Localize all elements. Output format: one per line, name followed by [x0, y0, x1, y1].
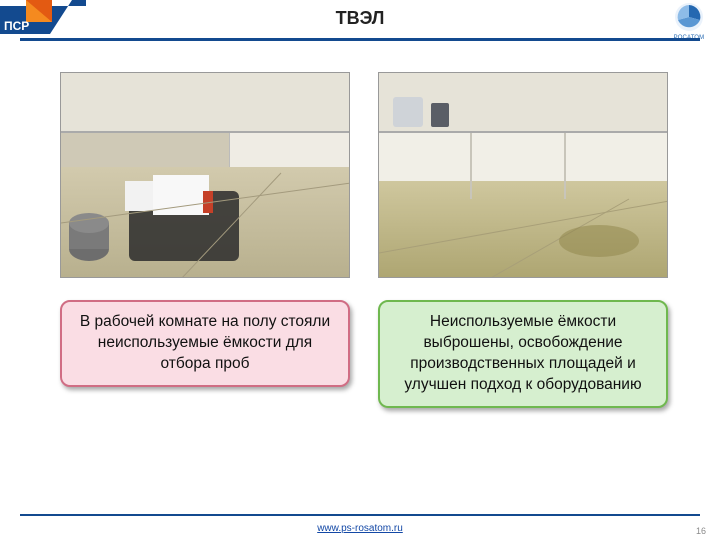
- logo-right: РОСАТОМ: [672, 2, 706, 41]
- caption-after: Неиспользуемые ёмкости выброшены, освобо…: [378, 300, 668, 408]
- page-number: 16: [696, 526, 706, 536]
- slide: ПСР ТВЭЛ РОСАТОМ: [0, 0, 720, 540]
- page-title: ТВЭЛ: [0, 8, 720, 29]
- footer-rule: [20, 514, 700, 516]
- rosatom-icon: [672, 2, 706, 32]
- photo-before: [60, 72, 350, 278]
- panel-before: В рабочей комнате на полу стояли неиспол…: [60, 72, 350, 387]
- panel-after: Неиспользуемые ёмкости выброшены, освобо…: [378, 72, 668, 408]
- header: ПСР ТВЭЛ РОСАТОМ: [0, 0, 720, 46]
- footer-link[interactable]: www.ps-rosatom.ru: [0, 523, 720, 534]
- caption-before: В рабочей комнате на полу стояли неиспол…: [60, 300, 350, 387]
- photo-after: [378, 72, 668, 278]
- content: В рабочей комнате на полу стояли неиспол…: [0, 72, 720, 504]
- header-rule: [20, 38, 700, 41]
